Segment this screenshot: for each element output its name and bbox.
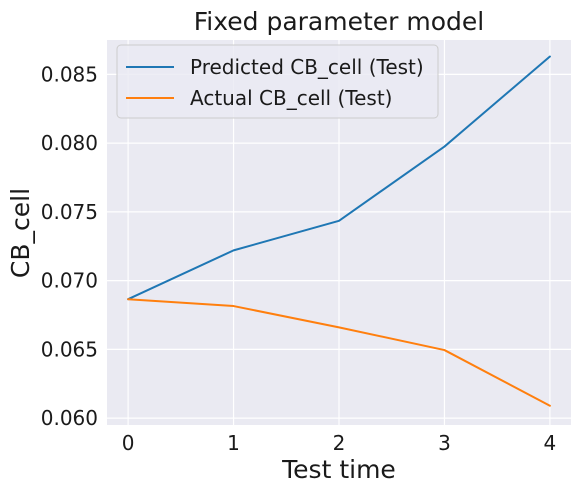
tick-labels: 0 1 2 3 4 0.060 0.065 0.070 0.075 0.080 0.085 (41, 62, 557, 455)
y-axis-label: CB_cell (6, 188, 35, 278)
x-axis-label: Test time (281, 455, 396, 484)
x-tick-label: 1 (227, 431, 240, 455)
legend-label-predicted: Predicted CB_cell (Test) (190, 55, 424, 79)
chart-title: Fixed parameter model (194, 7, 485, 36)
x-tick-label: 0 (122, 431, 135, 455)
y-tick-label: 0.085 (41, 62, 98, 86)
y-tick-label: 0.060 (41, 406, 98, 430)
y-tick-label: 0.075 (41, 200, 98, 224)
x-tick-label: 4 (544, 431, 557, 455)
series-lines (127, 55, 551, 407)
y-tick-label: 0.065 (41, 337, 98, 361)
x-tick-label: 2 (333, 431, 346, 455)
series-line-predicted (127, 55, 551, 301)
legend-box (116, 44, 439, 119)
y-tick-label: 0.080 (41, 131, 98, 155)
legend-label-actual: Actual CB_cell (Test) (190, 86, 392, 110)
series-line-actual (127, 298, 551, 407)
y-tick-label: 0.070 (41, 269, 98, 293)
legend: Predicted CB_cell (Test) Actual CB_cell … (116, 44, 439, 119)
x-tick-label: 3 (438, 431, 451, 455)
